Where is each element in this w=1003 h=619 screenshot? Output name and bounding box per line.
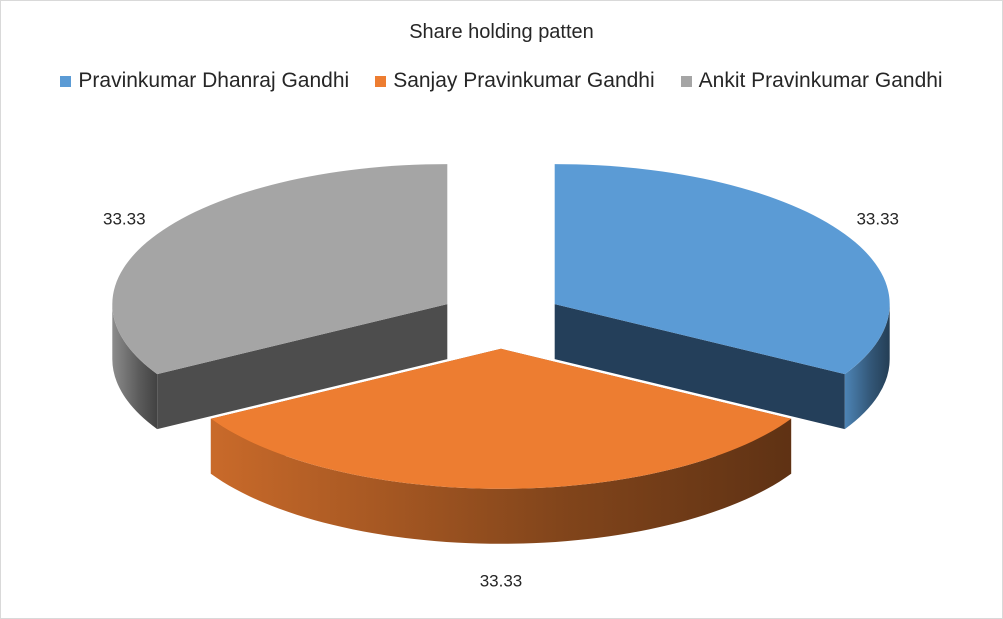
legend-swatch-pravinkumar bbox=[60, 75, 72, 87]
legend-swatch-sanjay bbox=[375, 75, 387, 87]
pie-slice-top bbox=[554, 164, 890, 375]
legend-item-sanjay: Sanjay Pravinkumar Gandhi bbox=[375, 69, 655, 93]
legend-item-ankit: Ankit Pravinkumar Gandhi bbox=[680, 69, 943, 93]
pie-slice-sanjay bbox=[210, 348, 792, 544]
pie-slice-top bbox=[210, 348, 792, 489]
legend-swatch-ankit bbox=[680, 75, 692, 87]
legend-label-ankit: Ankit Pravinkumar Gandhi bbox=[698, 69, 943, 92]
legend-label-pravinkumar: Pravinkumar Dhanraj Gandhi bbox=[78, 69, 350, 92]
pie-slice-ankit bbox=[112, 164, 448, 430]
pie-slice-wall bbox=[554, 304, 845, 430]
pie-slice-rim bbox=[844, 304, 890, 430]
pie-slice-top bbox=[112, 164, 448, 375]
pie-slice-rim bbox=[210, 418, 792, 544]
pie-slice-pravinkumar bbox=[554, 164, 890, 430]
chart-title: Share holding patten bbox=[409, 21, 594, 43]
data-label-pravinkumar: 33.33 bbox=[856, 210, 899, 229]
legend-label-sanjay: Sanjay Pravinkumar Gandhi bbox=[393, 69, 655, 92]
data-label-ankit: 33.33 bbox=[103, 210, 146, 229]
pie-slice-wall bbox=[157, 304, 448, 430]
data-label-sanjay: 33.33 bbox=[480, 571, 523, 590]
legend-item-pravinkumar: Pravinkumar Dhanraj Gandhi bbox=[60, 69, 349, 93]
pie-slice-rim bbox=[112, 304, 158, 430]
legend: Pravinkumar Dhanraj Gandhi Sanjay Pravin… bbox=[1, 69, 1002, 93]
